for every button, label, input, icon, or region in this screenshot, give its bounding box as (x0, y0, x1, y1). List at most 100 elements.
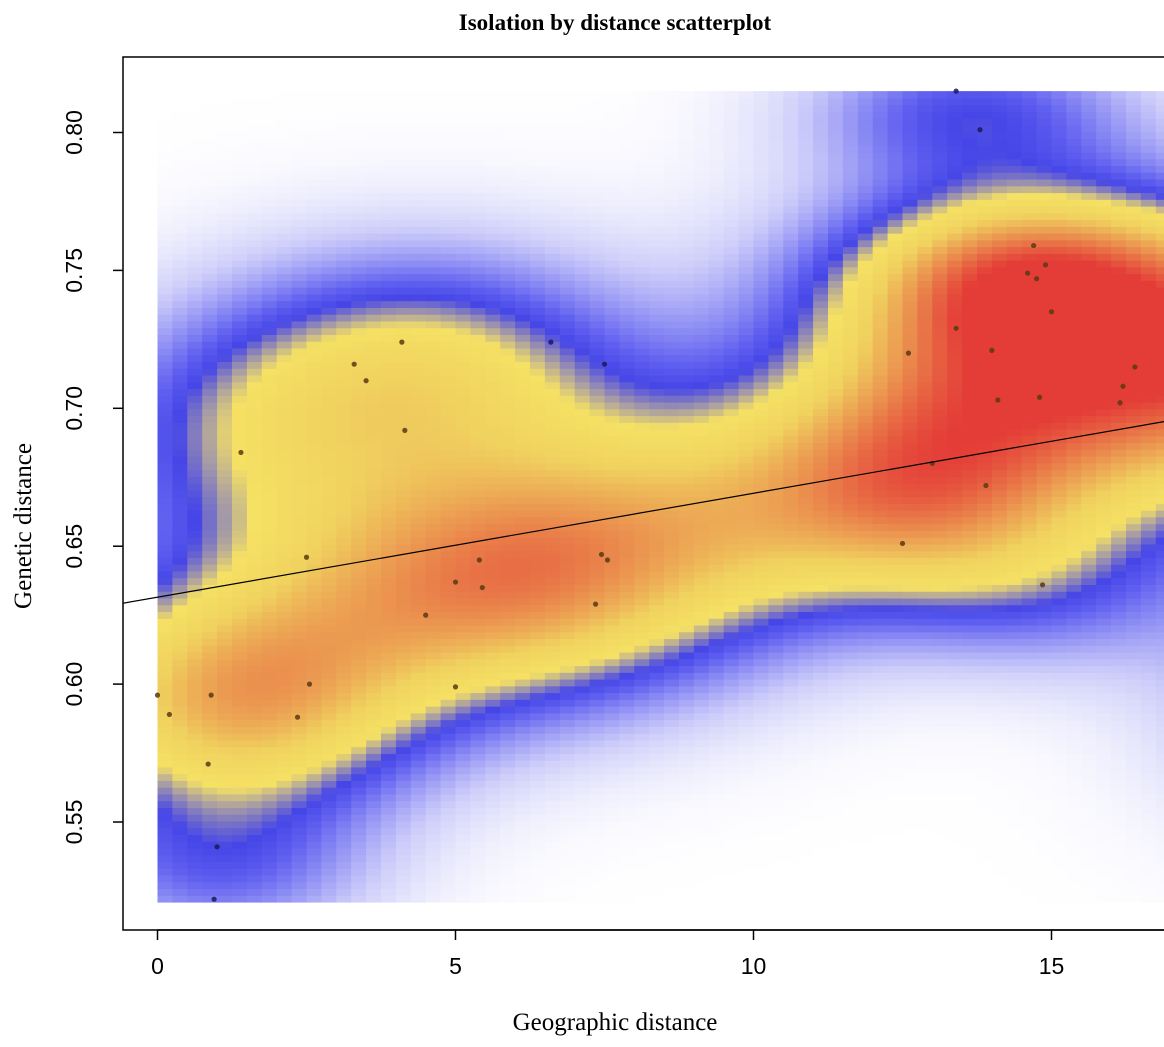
density-cell (500, 145, 516, 153)
density-cell (261, 658, 278, 667)
density-cell (679, 773, 695, 781)
density-cell (455, 496, 471, 504)
density-cell (261, 847, 278, 856)
density-cell (470, 631, 486, 640)
density-cell (530, 699, 546, 707)
density-cell (187, 726, 203, 734)
density-cell (768, 874, 784, 883)
density-cell (455, 503, 471, 511)
density-cell (395, 456, 412, 464)
density-cell (187, 341, 203, 349)
density-cell (157, 895, 173, 903)
density-cell (366, 820, 382, 829)
density-cell (187, 422, 203, 430)
density-cell (261, 530, 278, 538)
density-cell (455, 178, 471, 187)
density-cell (276, 631, 293, 640)
density-cell (187, 266, 203, 275)
density-cell (693, 131, 710, 140)
density-cell (187, 327, 203, 335)
density-cell (619, 395, 635, 403)
density-cell (589, 233, 606, 241)
density-cell (559, 334, 576, 342)
density-cell (246, 199, 263, 207)
density-cell (753, 679, 769, 687)
density-cell (381, 219, 397, 227)
density-cell (530, 841, 546, 849)
density-cell (634, 780, 650, 788)
density-cell (679, 739, 695, 748)
density-cell (202, 847, 218, 856)
density-cell (664, 624, 680, 633)
density-cell (306, 685, 322, 694)
density-cell (246, 746, 263, 754)
density-heatmap (157, 91, 1164, 903)
density-cell (351, 381, 367, 390)
density-cell (515, 658, 531, 667)
density-cell (321, 374, 337, 383)
density-cell (246, 347, 263, 356)
density-cell (395, 760, 412, 768)
density-cell (738, 483, 755, 491)
density-cell (187, 185, 203, 194)
density-cell (530, 564, 546, 572)
density-cell (530, 415, 546, 423)
density-cell (261, 706, 278, 714)
density-cell (679, 483, 695, 491)
density-cell (664, 841, 680, 849)
density-cell (336, 773, 352, 781)
density-cell (589, 739, 606, 748)
density-cell (306, 847, 322, 856)
density-cell (395, 543, 412, 552)
density-cell (753, 233, 769, 241)
density-cell (455, 124, 471, 133)
density-cell (381, 293, 397, 302)
density-cell (381, 178, 397, 187)
density-cell (172, 145, 188, 153)
density-cell (619, 165, 635, 173)
density-cell (425, 874, 442, 883)
density-cell (172, 570, 188, 579)
density-cell (679, 374, 695, 383)
density-cell (157, 280, 173, 288)
density-cell (217, 456, 233, 464)
density-cell (634, 287, 650, 295)
density-cell (619, 172, 635, 180)
density-cell (217, 178, 233, 187)
density-cell (559, 611, 576, 619)
density-cell (217, 91, 233, 99)
density-cell (574, 293, 591, 302)
density-cell (530, 766, 546, 775)
density-cell (738, 287, 755, 295)
density-cell (738, 307, 755, 315)
density-cell (530, 631, 546, 640)
density-cell (291, 151, 308, 160)
density-cell (202, 293, 218, 302)
density-cell (187, 577, 203, 585)
density-cell (425, 854, 442, 863)
density-cell (589, 199, 606, 207)
density-cell (515, 847, 531, 856)
density-cell (217, 273, 233, 281)
density-cell (515, 442, 531, 450)
density-cell (723, 435, 740, 444)
density-cell (500, 773, 516, 781)
density-cell (306, 91, 322, 99)
density-cell (321, 516, 337, 525)
density-cell (276, 800, 293, 808)
density-cell (157, 145, 173, 153)
density-cell (291, 699, 308, 707)
density-cell (515, 239, 531, 248)
density-cell (366, 753, 382, 761)
density-cell (351, 516, 367, 525)
density-cell (693, 124, 710, 133)
density-cell (723, 347, 740, 356)
density-cell (395, 347, 412, 356)
density-cell (544, 178, 561, 187)
density-cell (291, 584, 308, 592)
density-cell (381, 706, 397, 714)
density-cell (276, 104, 293, 112)
density-cell (604, 368, 620, 376)
density-cell (232, 469, 248, 477)
density-cell (336, 476, 352, 484)
